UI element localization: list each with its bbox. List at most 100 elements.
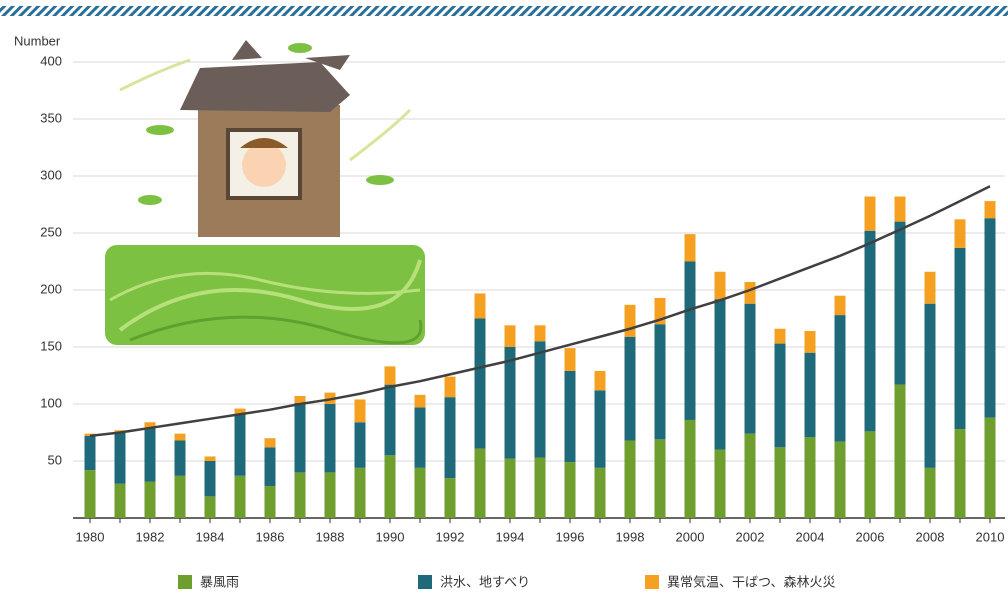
bar-segment xyxy=(144,481,156,518)
bar-segment xyxy=(804,352,816,438)
bar-segment xyxy=(534,325,546,342)
bar-segment xyxy=(504,347,516,459)
bar-segment xyxy=(444,397,456,479)
bar-segment xyxy=(624,336,636,441)
bar-segment xyxy=(414,407,426,468)
bar-segment xyxy=(684,234,696,262)
y-axis-label: Number xyxy=(14,33,61,48)
y-tick-label: 400 xyxy=(40,53,62,68)
bar-segment xyxy=(834,315,846,442)
x-tick-label: 2000 xyxy=(676,529,705,544)
bar-segment xyxy=(684,261,696,420)
bar-segment xyxy=(894,221,906,385)
y-tick-label: 150 xyxy=(40,338,62,353)
bar-segment xyxy=(924,303,936,468)
bar-segment xyxy=(474,293,486,319)
bar-segment xyxy=(294,472,306,518)
y-tick-label: 50 xyxy=(48,452,62,467)
y-tick-label: 100 xyxy=(40,395,62,410)
bar-segment xyxy=(984,218,996,418)
legend-swatch xyxy=(178,575,192,589)
bar-segment xyxy=(474,318,486,449)
bar-segment xyxy=(774,343,786,448)
bar-segment xyxy=(924,271,936,304)
x-tick-label: 1988 xyxy=(316,529,345,544)
legend-swatch xyxy=(645,575,659,589)
bar-segment xyxy=(324,472,336,518)
bar-segment xyxy=(624,440,636,518)
legend-swatch xyxy=(418,575,432,589)
bar-segment xyxy=(684,419,696,518)
bar-segment xyxy=(384,384,396,456)
bar-segment xyxy=(294,396,306,403)
bar-segment xyxy=(804,331,816,353)
y-tick-label: 300 xyxy=(40,167,62,182)
bar-segment xyxy=(744,433,756,518)
x-tick-label: 2002 xyxy=(736,529,765,544)
y-tick-label: 200 xyxy=(40,281,62,296)
bar-segment xyxy=(594,370,606,391)
bar-segment xyxy=(534,341,546,458)
bar-segment xyxy=(954,247,966,430)
bar-segment xyxy=(564,462,576,518)
bar-segment xyxy=(414,467,426,518)
bar-segment xyxy=(294,402,306,473)
bar-segment xyxy=(414,394,426,408)
bar-segment xyxy=(204,456,216,461)
bar-segment xyxy=(444,376,456,398)
bar-segment xyxy=(204,496,216,518)
x-tick-label: 2008 xyxy=(916,529,945,544)
x-tick-label: 1996 xyxy=(556,529,585,544)
bar-segment xyxy=(654,297,666,325)
bar-segment xyxy=(354,422,366,468)
x-tick-label: 1986 xyxy=(256,529,285,544)
bar-segment xyxy=(564,370,576,463)
bar-segment xyxy=(714,271,726,300)
x-tick-label: 1994 xyxy=(496,529,525,544)
bar-segment xyxy=(264,438,276,448)
bar-segment xyxy=(84,435,96,471)
bar-segment xyxy=(714,449,726,518)
bar-segment xyxy=(174,440,186,476)
bar-segment xyxy=(984,201,996,219)
bar-segment xyxy=(354,467,366,518)
bar-segment xyxy=(924,467,936,518)
bar-segment xyxy=(894,196,906,222)
bar-segment xyxy=(354,399,366,423)
bar-segment xyxy=(954,429,966,518)
bar-segment xyxy=(234,475,246,518)
bar-segment xyxy=(564,348,576,371)
bar-segment xyxy=(174,475,186,518)
bar-segment xyxy=(834,441,846,518)
bar-segment xyxy=(204,461,216,497)
bar-segment xyxy=(804,437,816,518)
trend-line xyxy=(89,185,991,438)
y-tick-label: 250 xyxy=(40,224,62,239)
x-tick-label: 1980 xyxy=(76,529,105,544)
bar-segment xyxy=(264,447,276,487)
bar-segment xyxy=(594,390,606,468)
bar-segment xyxy=(654,439,666,518)
bar-segment xyxy=(144,422,156,428)
bar-segment xyxy=(984,417,996,518)
bar-segment xyxy=(504,325,516,347)
bar-segment xyxy=(654,324,666,440)
x-tick-label: 1982 xyxy=(136,529,165,544)
bar-segment xyxy=(954,219,966,248)
bar-segment xyxy=(864,230,876,432)
legend-label: 暴風雨 xyxy=(200,574,239,589)
bar-segment xyxy=(894,384,906,518)
bar-segment xyxy=(84,470,96,518)
bar-segment xyxy=(744,303,756,434)
bar-segment xyxy=(114,483,126,518)
x-tick-label: 2004 xyxy=(796,529,825,544)
bar-segment xyxy=(114,432,126,484)
x-tick-label: 1984 xyxy=(196,529,225,544)
bar-segment xyxy=(864,431,876,518)
bar-segment xyxy=(174,433,186,441)
x-tick-label: 2006 xyxy=(856,529,885,544)
bar-segment xyxy=(714,299,726,450)
legend-label: 異常気温、干ばつ、森林火災 xyxy=(667,574,835,589)
bar-segment xyxy=(834,295,846,316)
